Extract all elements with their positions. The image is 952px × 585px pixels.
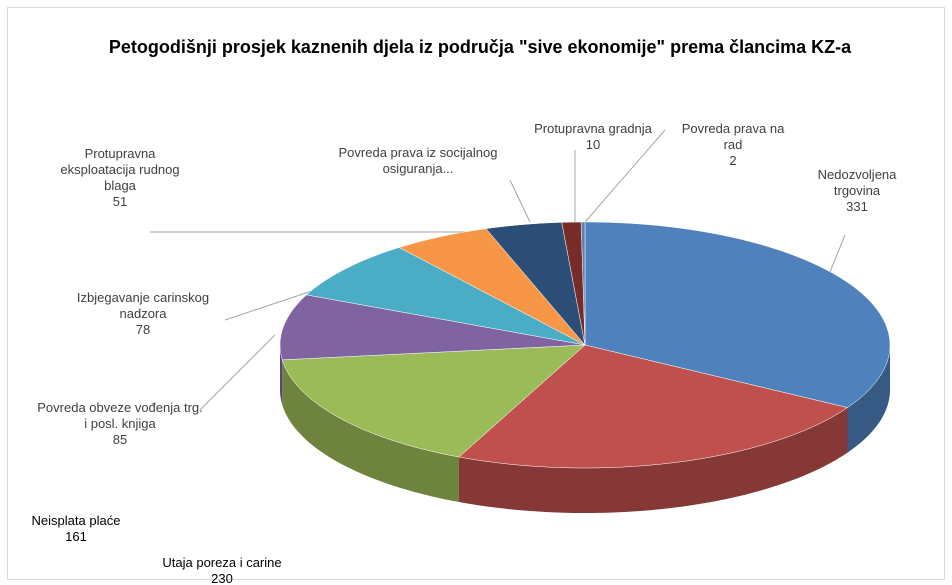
leader-line [199,334,276,411]
label-value: 2 [729,153,737,168]
label-name: Nedozvoljena trgovina [817,167,897,198]
slice [580,221,586,346]
chart-border [7,7,945,580]
label-name: Povreda obveze vođenja trg. i posl. knji… [37,400,203,431]
chart-title: Petogodišnji prosjek kaznenih djela iz p… [108,37,852,57]
label-value: 51 [112,194,128,209]
slice-side [458,407,848,513]
label-name: Povreda prava na rad [681,121,785,152]
slice [584,221,891,408]
data-label: Utaja poreza i carine 230 [132,555,312,585]
slice [279,294,586,361]
leader-line [584,129,666,223]
label-name: Povreda prava iz socijalnog osiguranja..… [338,145,498,176]
label-name: Utaja poreza i carine [162,555,282,570]
slice-side [847,345,890,453]
label-value: 230 [211,571,233,585]
slice [281,344,586,458]
data-label: Protupravna eksploatacija rudnog blaga 51 [55,146,185,210]
data-label: Neisplata plaće 161 [1,513,151,545]
slice-side [280,345,283,405]
label-value: 10 [585,137,601,152]
label-value: 161 [65,529,87,544]
label-value: 85 [112,432,128,447]
label-value: 78 [135,322,151,337]
label-name: Neisplata plaće [31,513,121,528]
data-label: Povreda prava iz socijalnog osiguranja..… [303,145,533,177]
data-label: Izbjegavanje carinskog nadzora 78 [68,290,218,338]
slice [458,344,849,469]
label-name: Izbjegavanje carinskog nadzora [76,290,210,321]
data-label: Protupravna gradnja 10 [498,121,688,153]
slice [305,247,586,346]
data-label: Nedozvoljena trgovina 331 [812,167,902,215]
label-value: 331 [846,199,868,214]
leader-line [509,179,531,223]
data-label: Povreda prava na rad 2 [678,121,788,169]
label-name: Protupravna gradnja [534,121,652,136]
pie [279,221,891,513]
slice [398,228,586,346]
slice [485,222,586,346]
leader-line [829,234,846,273]
slice-side [282,359,459,503]
data-label: Povreda obveze vođenja trg. i posl. knji… [35,400,205,448]
label-name: Protupravna eksploatacija rudnog blaga [60,146,180,193]
